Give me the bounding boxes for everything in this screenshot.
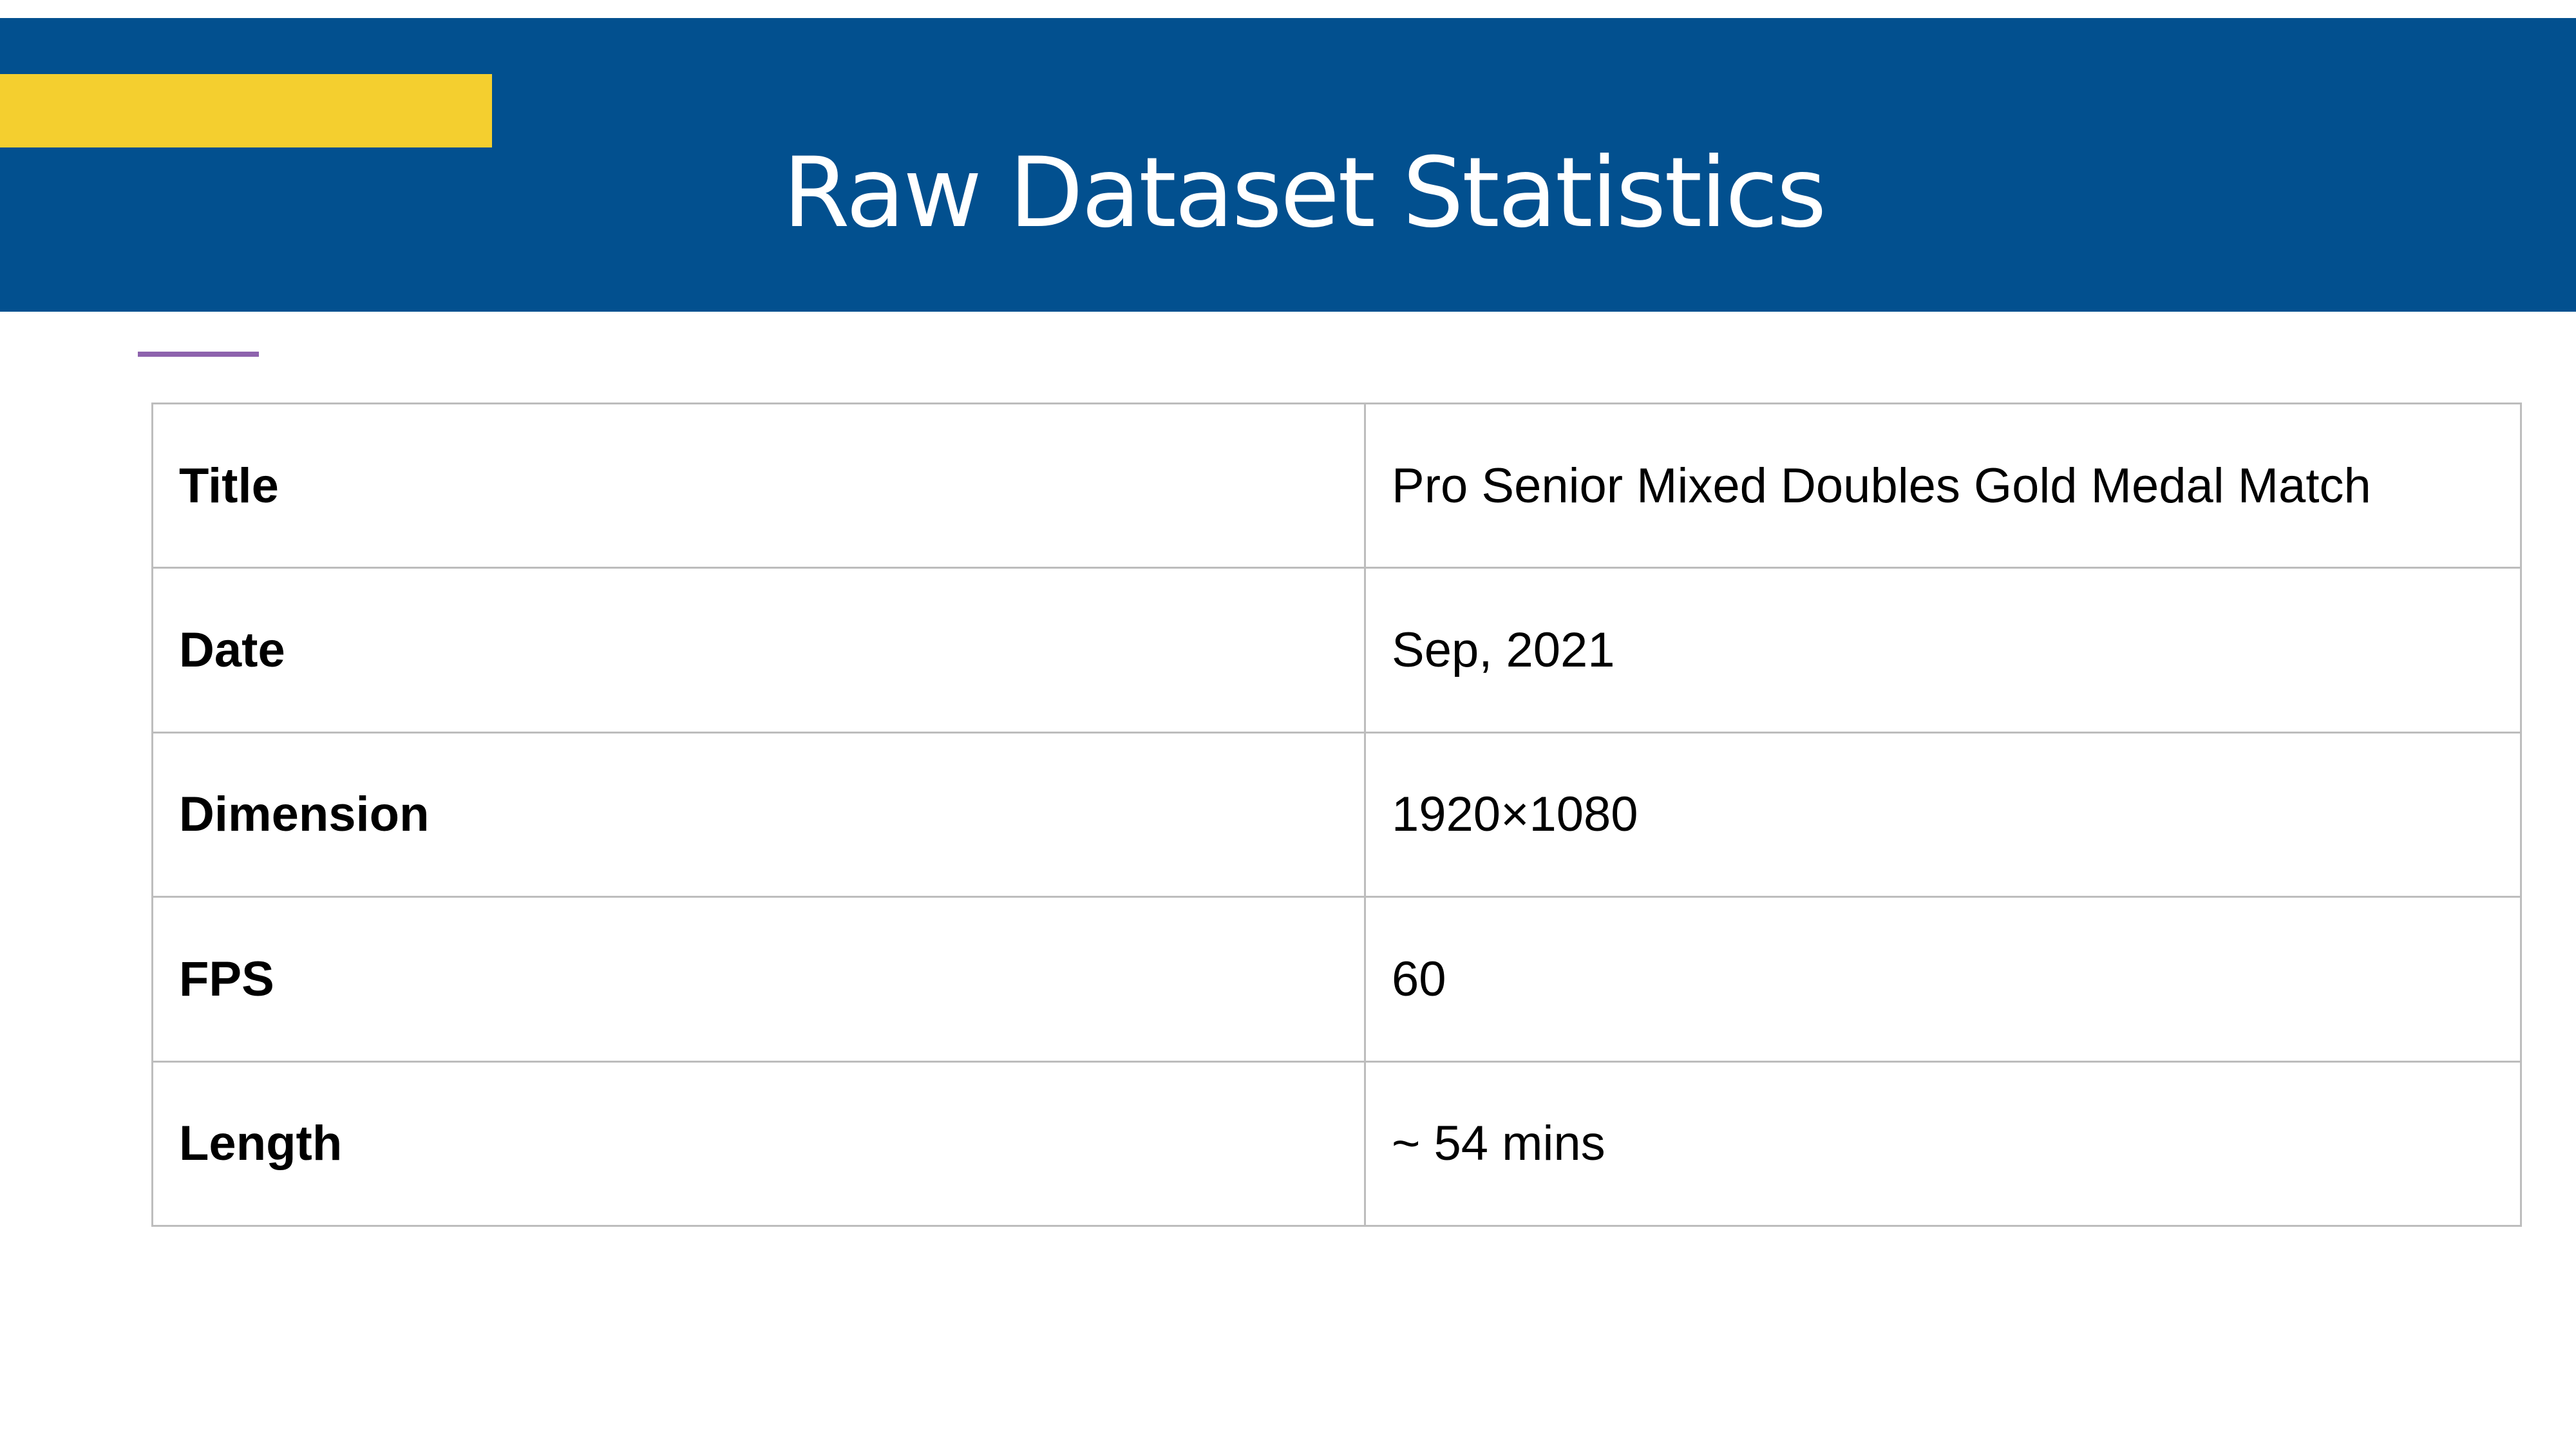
table-row: FPS 60 bbox=[151, 896, 2522, 1063]
table-row: Title Pro Senior Mixed Doubles Gold Meda… bbox=[151, 402, 2522, 569]
table-row: Date Sep, 2021 bbox=[151, 567, 2522, 734]
table-row: Length ~ 54 mins bbox=[151, 1060, 2522, 1227]
accent-bar bbox=[0, 74, 492, 147]
table-row: Dimension 1920×1080 bbox=[151, 731, 2522, 898]
header-band bbox=[0, 18, 2576, 312]
row-value-dimension: 1920×1080 bbox=[1364, 731, 2522, 898]
row-label-date: Date bbox=[151, 567, 1366, 734]
divider-line bbox=[138, 352, 259, 357]
row-value-length: ~ 54 mins bbox=[1364, 1060, 2522, 1227]
row-value-date: Sep, 2021 bbox=[1364, 567, 2522, 734]
dataset-stats-table: Title Pro Senior Mixed Doubles Gold Meda… bbox=[151, 402, 2522, 1227]
row-label-fps: FPS bbox=[151, 896, 1366, 1063]
slide-title: Raw Dataset Statistics bbox=[782, 137, 1827, 249]
row-value-title: Pro Senior Mixed Doubles Gold Medal Matc… bbox=[1364, 402, 2522, 569]
row-value-fps: 60 bbox=[1364, 896, 2522, 1063]
row-label-title: Title bbox=[151, 402, 1366, 569]
row-label-length: Length bbox=[151, 1060, 1366, 1227]
row-label-dimension: Dimension bbox=[151, 731, 1366, 898]
